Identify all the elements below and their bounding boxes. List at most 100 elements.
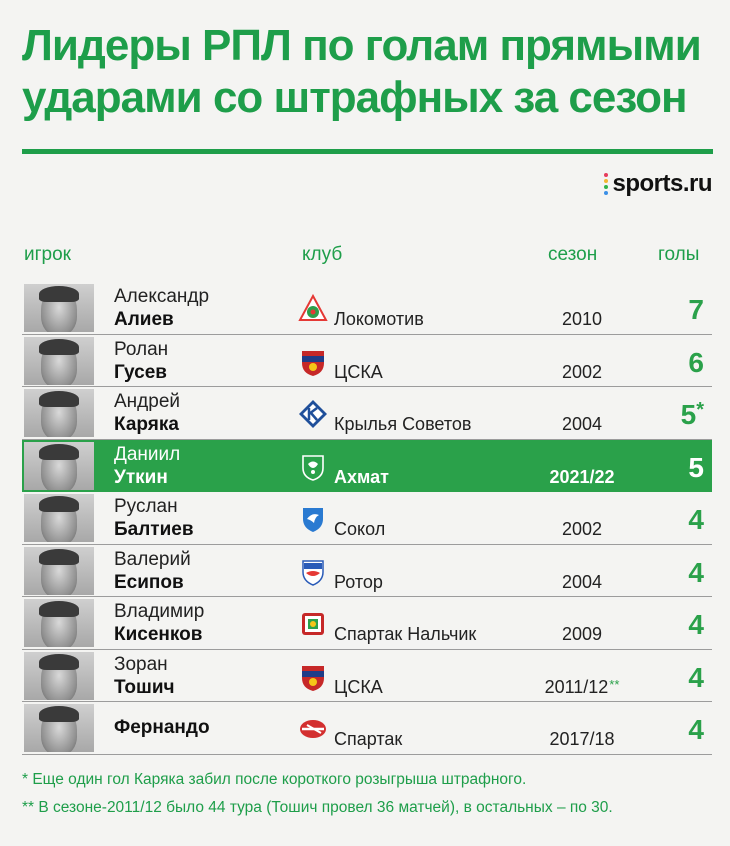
- player-first-name: Владимир: [114, 601, 205, 622]
- player-photo-hair: [39, 286, 79, 302]
- season: 2002: [532, 362, 632, 383]
- season-footnote-marker: **: [609, 676, 620, 692]
- player-last-name: Уткин: [114, 466, 168, 488]
- player-last-name: Алиев: [114, 309, 174, 330]
- player-first-name: Ролан: [114, 338, 169, 360]
- spartak-nalchik-logo-icon: [298, 609, 328, 639]
- club-name: ЦСКА: [334, 361, 383, 382]
- player-first-name: Зоран: [114, 653, 168, 675]
- table-row: Ролан Гусев ЦСКА 2002 6: [22, 335, 712, 387]
- sokol-logo-icon: [298, 504, 328, 534]
- brand-dot: [604, 173, 609, 177]
- season-value: 2004: [561, 571, 603, 592]
- goals-footnote-marker: *: [696, 399, 704, 421]
- leaders-table: Александр Алиев Локомотив 2010 7 Ролан Гусев ЦС…: [22, 282, 712, 755]
- title-line-1: Лидеры РПЛ по голам прямыми: [22, 21, 702, 70]
- krylia-sovetov-logo-icon: [298, 399, 328, 429]
- header-goals: голы: [658, 244, 700, 265]
- rotor-logo-icon: [298, 557, 328, 587]
- season-value: 2004: [561, 414, 603, 434]
- player-last-name: Балтиев: [114, 519, 194, 540]
- table-row: Андрей Каряка Крылья Советов 2004 5*: [22, 387, 712, 440]
- season-value: 2021/22: [549, 466, 615, 487]
- player-photo: [24, 441, 94, 490]
- player-first-name: Руслан: [114, 496, 178, 517]
- goals: 6: [688, 347, 704, 379]
- brand-dot: [604, 185, 609, 189]
- club-name: Локомотив: [334, 309, 424, 329]
- goals: 4: [688, 557, 704, 589]
- lokomotiv-logo-icon: [298, 293, 328, 324]
- header-season: сезон: [548, 244, 598, 265]
- brand-name: sports.ru: [612, 170, 712, 197]
- player-photo: [24, 704, 94, 752]
- player-first-name: Андрей: [114, 391, 180, 412]
- club-name: Сокол: [334, 519, 386, 539]
- club-name: Спартак Нальчик: [334, 624, 477, 644]
- player-first-name: Валерий: [114, 548, 191, 570]
- player-last-name: Есипов: [114, 571, 184, 593]
- season-value: 2002: [561, 519, 603, 539]
- player-photo-hair: [39, 496, 79, 512]
- goals-value: 5: [688, 451, 704, 483]
- akhmat-logo-icon: [298, 452, 328, 482]
- player-first-name: Александр: [114, 286, 210, 307]
- player-photo-hair: [39, 548, 79, 565]
- page-title: Лидеры РПЛ по голам прямыми ударами со ш…: [22, 20, 722, 124]
- player-last-name: Гусев: [114, 361, 167, 383]
- season: 2002: [532, 519, 632, 540]
- goals-value: 6: [688, 346, 704, 378]
- goals-value: 4: [688, 609, 704, 640]
- cska-logo-icon: [298, 347, 328, 377]
- player-last-name: Кисенков: [114, 624, 203, 645]
- season-value: 2010: [561, 309, 603, 329]
- player-photo-hair: [39, 338, 79, 355]
- title-divider: [22, 149, 713, 154]
- goals-value: 5: [680, 399, 697, 430]
- player-last-name: Тошич: [114, 676, 175, 698]
- goals: 4: [688, 714, 704, 746]
- player-photo: [24, 494, 94, 542]
- footnote-1: * Еще один гол Каряка забил после коротк…: [22, 771, 527, 788]
- goals-value: 4: [688, 714, 704, 745]
- club-name: Ротор: [334, 571, 383, 592]
- title-line-2: ударами со штрафных за сезон: [22, 73, 688, 122]
- player-photo-hair: [39, 443, 79, 460]
- table-row: Владимир Кисенков Спартак Нальчик 2009 4: [22, 597, 712, 650]
- table-row: Зоран Тошич ЦСКА 2011/12** 4: [22, 650, 712, 702]
- goals-value: 4: [688, 661, 704, 693]
- sports-ru-logo: sports.ru: [604, 168, 712, 200]
- goals: 5*: [681, 399, 704, 431]
- player-last-name: Каряка: [114, 414, 179, 435]
- goals: 7: [688, 294, 704, 326]
- goals: 4: [688, 662, 704, 694]
- season: 2009: [532, 624, 632, 645]
- cska-logo-icon: [298, 662, 328, 692]
- player-photo-hair: [39, 706, 79, 722]
- season: 2004: [532, 572, 632, 593]
- season: 2017/18: [532, 729, 632, 750]
- player-photo-hair: [39, 601, 79, 617]
- goals-value: 4: [688, 556, 704, 588]
- player-photo: [24, 546, 94, 595]
- goals: 4: [688, 609, 704, 641]
- header-player: игрок: [24, 244, 71, 265]
- season-value: 2017/18: [549, 729, 615, 749]
- brand-dots-icon: [604, 173, 609, 195]
- goals-value: 7: [688, 294, 704, 325]
- table-row: Руслан Балтиев Сокол 2002 4: [22, 492, 712, 545]
- season-value: 2011/12: [544, 676, 609, 697]
- table-row: Александр Алиев Локомотив 2010 7: [22, 282, 712, 335]
- season: 2004: [532, 414, 632, 435]
- player-last-name: Фернандо: [114, 717, 210, 738]
- footnote-2: ** В сезоне-2011/12 было 44 тура (Тошич …: [22, 799, 613, 816]
- brand-dot: [604, 191, 609, 195]
- table-row: Валерий Есипов Ротор 2004 4: [22, 545, 712, 597]
- header-club: клуб: [302, 244, 343, 265]
- season: 2021/22: [532, 467, 632, 488]
- club-name: Ахмат: [334, 466, 389, 487]
- player-photo: [24, 651, 94, 700]
- player-photo-hair: [39, 391, 79, 407]
- table-row: Даниил Уткин Ахмат 2021/22 5: [22, 439, 712, 492]
- season: 2010: [532, 309, 632, 330]
